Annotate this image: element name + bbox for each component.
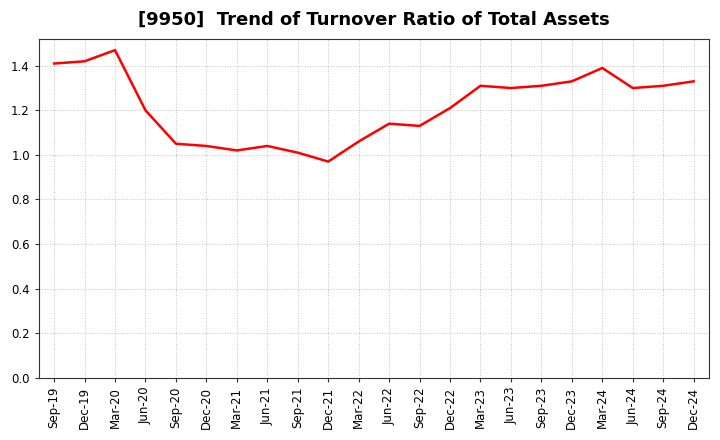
Title: [9950]  Trend of Turnover Ratio of Total Assets: [9950] Trend of Turnover Ratio of Total … — [138, 11, 610, 29]
